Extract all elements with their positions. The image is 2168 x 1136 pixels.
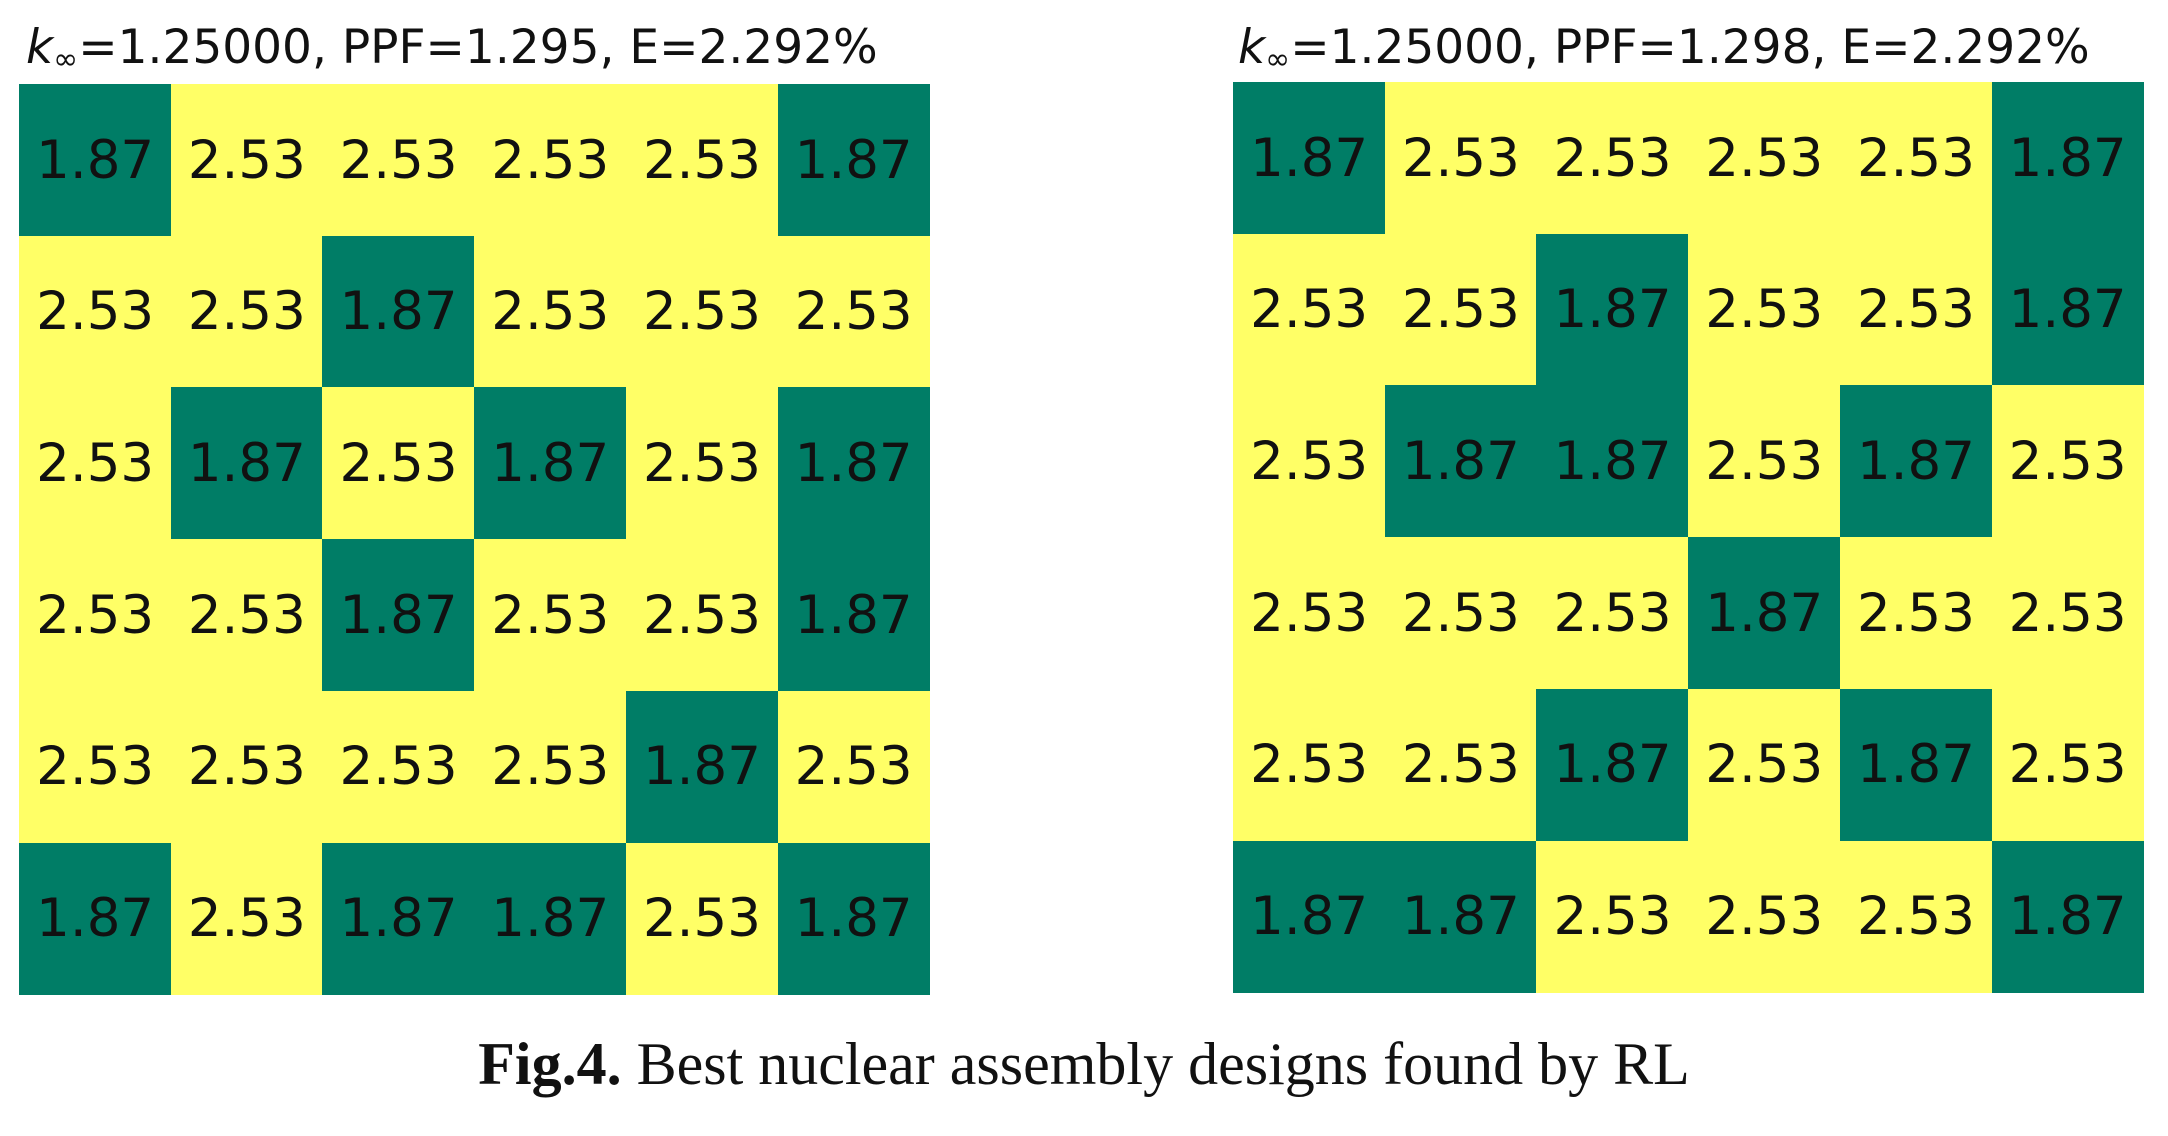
heatmap-cell: 2.53 [474, 690, 627, 844]
heatmap-cell: 2.53 [625, 235, 779, 388]
heatmap-cell: 1.87 [1839, 385, 1993, 538]
heatmap-cell: 2.53 [1233, 233, 1386, 386]
heatmap-cell: 2.53 [170, 842, 323, 995]
heatmap-cell: 1.87 [1688, 537, 1841, 690]
heatmap-cell: 2.53 [1839, 82, 1993, 235]
heatmap-cell: 2.53 [1384, 688, 1537, 842]
heatmap-cell: 2.53 [1688, 233, 1841, 386]
heatmap-cell: 1.87 [1991, 82, 2144, 235]
heatmap-cell: 2.53 [170, 539, 323, 692]
right-panel-title: k∞=1.25000, PPF=1.298, E=2.292% [1238, 24, 2090, 75]
heatmap-cell: 2.53 [170, 690, 323, 844]
heatmap-cell: 1.87 [1233, 82, 1386, 235]
left-title-values: =1.25000, PPF=1.295, E=2.292% [78, 20, 878, 75]
heatmap-cell: 2.53 [322, 387, 475, 540]
heatmap-cell: 2.53 [1991, 385, 2144, 538]
heatmap-cell: 2.53 [1688, 82, 1841, 235]
heatmap-cell: 1.87 [1536, 233, 1689, 386]
right-infinity-subscript: ∞ [1265, 42, 1291, 77]
heatmap-cell: 2.53 [474, 235, 627, 388]
heatmap-cell: 2.53 [170, 235, 323, 388]
heatmap-cell: 2.53 [19, 539, 172, 692]
heatmap-cell: 2.53 [1839, 233, 1993, 386]
heatmap-cell: 1.87 [625, 690, 779, 844]
heatmap-cell: 2.53 [1233, 385, 1386, 538]
heatmap-cell: 1.87 [1233, 840, 1386, 993]
heatmap-cell: 1.87 [1536, 688, 1689, 842]
heatmap-cell: 2.53 [1536, 537, 1689, 690]
heatmap-cell: 2.53 [474, 539, 627, 692]
heatmap-cell: 2.53 [1688, 840, 1841, 993]
left-k-symbol: k [26, 20, 54, 75]
heatmap-cell: 2.53 [1839, 840, 1993, 993]
heatmap-cell: 1.87 [1839, 688, 1993, 842]
heatmap-cell: 2.53 [1839, 537, 1993, 690]
left-assembly-grid: 1.87 2.53 2.53 2.53 2.53 1.87 2.53 2.53 1.87 2.53… [19, 84, 930, 995]
figure-label: Fig.4. [478, 1031, 622, 1097]
heatmap-cell: 1.87 [1991, 840, 2144, 993]
heatmap-cell: 1.87 [777, 84, 930, 237]
right-title-values: =1.25000, PPF=1.298, E=2.292% [1290, 20, 2090, 75]
heatmap-cell: 2.53 [1991, 688, 2144, 842]
heatmap-cell: 1.87 [1384, 385, 1537, 538]
heatmap-cell: 2.53 [1688, 688, 1841, 842]
heatmap-cell: 1.87 [322, 235, 475, 388]
heatmap-cell: 1.87 [474, 387, 627, 540]
heatmap-cell: 1.87 [1384, 840, 1537, 993]
heatmap-cell: 2.53 [1233, 537, 1386, 690]
heatmap-cell: 1.87 [322, 539, 475, 692]
heatmap-cell: 2.53 [322, 84, 475, 237]
heatmap-cell: 1.87 [1991, 233, 2144, 386]
heatmap-cell: 2.53 [474, 84, 627, 237]
heatmap-cell: 2.53 [1536, 840, 1689, 993]
heatmap-cell: 2.53 [625, 539, 779, 692]
heatmap-cell: 1.87 [777, 842, 930, 995]
heatmap-cell: 2.53 [19, 387, 172, 540]
left-infinity-subscript: ∞ [53, 42, 79, 77]
heatmap-cell: 1.87 [19, 84, 172, 237]
heatmap-cell: 2.53 [1233, 688, 1386, 842]
heatmap-cell: 2.53 [1384, 233, 1537, 386]
heatmap-cell: 2.53 [1384, 82, 1537, 235]
figure-caption: Fig.4. Best nuclear assembly designs fou… [0, 1030, 2168, 1099]
heatmap-cell: 2.53 [19, 690, 172, 844]
heatmap-cell: 1.87 [777, 387, 930, 540]
right-k-symbol: k [1238, 20, 1266, 75]
heatmap-cell: 1.87 [777, 539, 930, 692]
heatmap-cell: 1.87 [19, 842, 172, 995]
heatmap-cell: 2.53 [625, 84, 779, 237]
heatmap-cell: 2.53 [322, 690, 475, 844]
figure-caption-text: Best nuclear assembly designs found by R… [621, 1031, 1690, 1097]
heatmap-cell: 2.53 [777, 235, 930, 388]
heatmap-cell: 2.53 [777, 690, 930, 844]
heatmap-cell: 2.53 [170, 84, 323, 237]
heatmap-cell: 1.87 [474, 842, 627, 995]
heatmap-cell: 2.53 [1991, 537, 2144, 690]
heatmap-cell: 2.53 [1384, 537, 1537, 690]
heatmap-cell: 1.87 [170, 387, 323, 540]
right-assembly-grid: 1.87 2.53 2.53 2.53 2.53 1.87 2.53 2.53 1.87 2.53… [1233, 82, 2144, 993]
heatmap-cell: 2.53 [625, 387, 779, 540]
heatmap-cell: 2.53 [1688, 385, 1841, 538]
heatmap-cell: 2.53 [625, 842, 779, 995]
heatmap-cell: 2.53 [1536, 82, 1689, 235]
heatmap-cell: 1.87 [322, 842, 475, 995]
left-panel-title: k∞=1.25000, PPF=1.295, E=2.292% [26, 24, 878, 75]
heatmap-cell: 2.53 [19, 235, 172, 388]
heatmap-cell: 1.87 [1536, 385, 1689, 538]
